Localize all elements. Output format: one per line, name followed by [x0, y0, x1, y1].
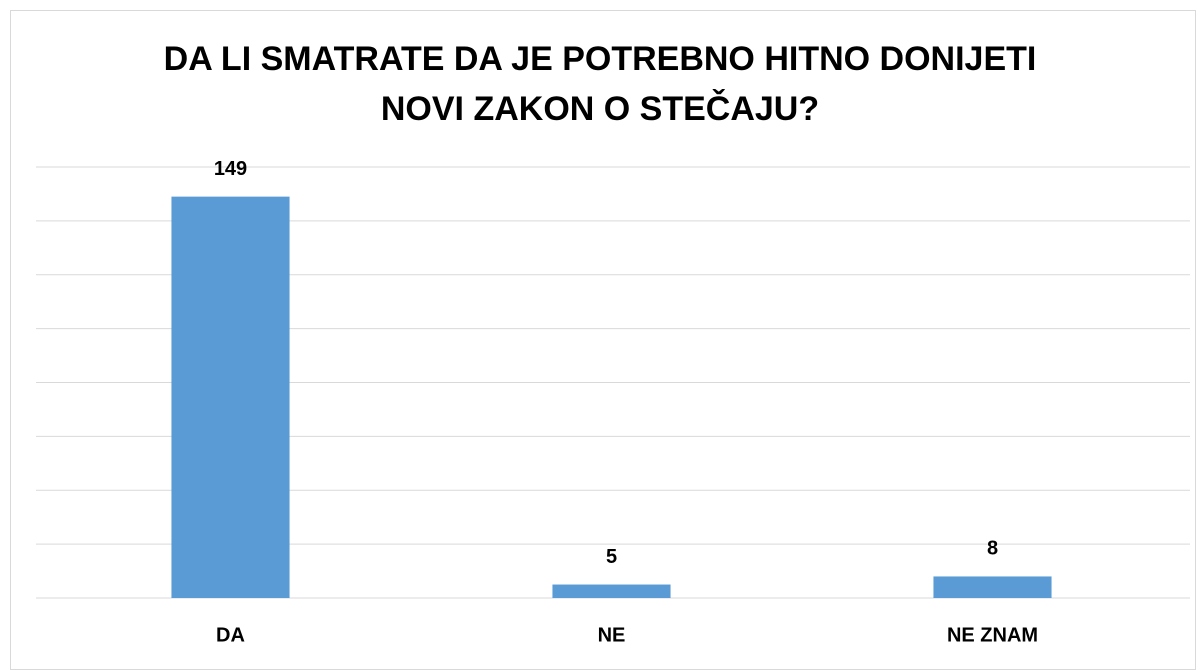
x-tick-label: NE [598, 624, 626, 646]
chart-title: DA LI SMATRATE DA JE POTREBNO HITNO DONI… [163, 40, 1037, 128]
data-label: 5 [606, 546, 617, 568]
bar [933, 576, 1052, 598]
data-label: 8 [987, 538, 998, 560]
x-tick-label: DA [216, 624, 245, 646]
data-label: 149 [214, 158, 247, 180]
x-tick-label: NE ZNAM [947, 624, 1038, 646]
bar [171, 196, 290, 598]
bar [552, 584, 671, 598]
